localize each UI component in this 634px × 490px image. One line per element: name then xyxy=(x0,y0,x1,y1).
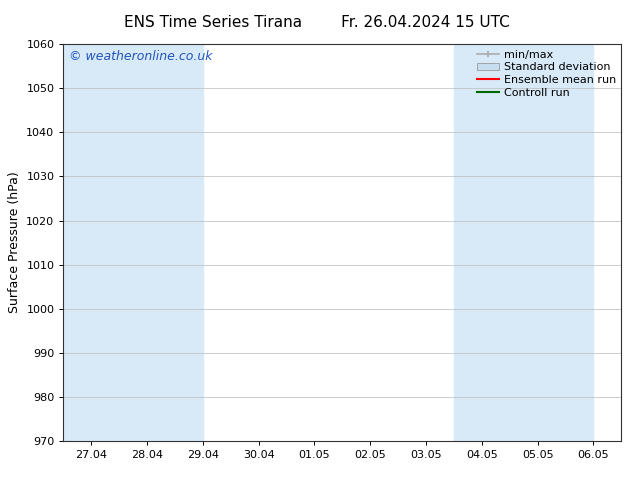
Y-axis label: Surface Pressure (hPa): Surface Pressure (hPa) xyxy=(8,172,21,314)
Text: © weatheronline.co.uk: © weatheronline.co.uk xyxy=(69,50,212,63)
Bar xyxy=(454,44,510,441)
Text: ENS Time Series Tirana        Fr. 26.04.2024 15 UTC: ENS Time Series Tirana Fr. 26.04.2024 15… xyxy=(124,15,510,30)
Bar xyxy=(510,44,593,441)
Bar xyxy=(63,44,147,441)
Bar xyxy=(147,44,203,441)
Legend: min/max, Standard deviation, Ensemble mean run, Controll run: min/max, Standard deviation, Ensemble me… xyxy=(475,48,618,100)
